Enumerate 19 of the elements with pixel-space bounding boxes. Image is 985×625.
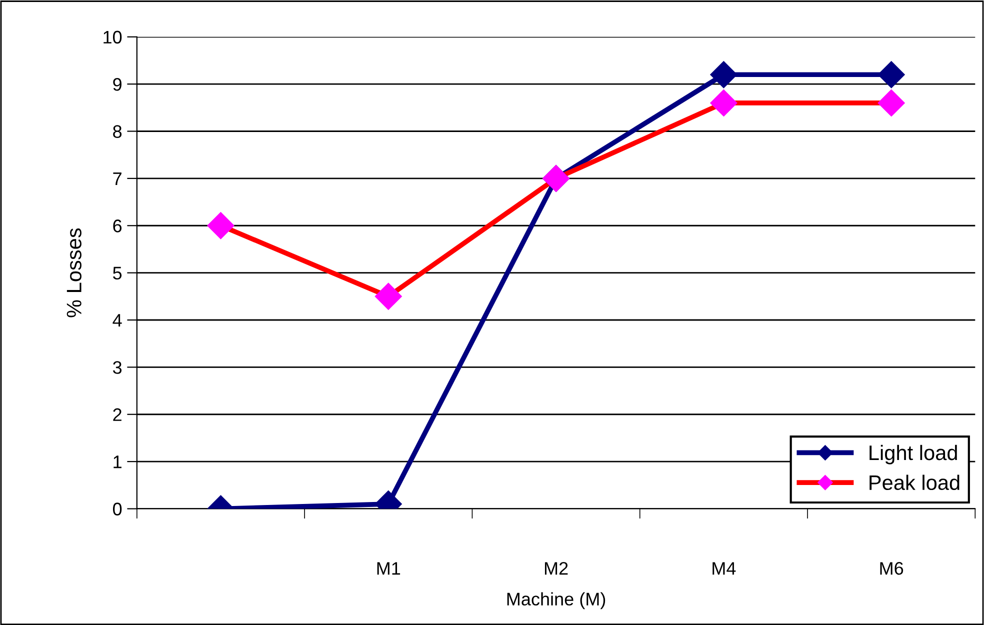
y-axis-title: % Losses [66,228,82,318]
y-tick-label: 2 [113,408,122,421]
y-tick-label: 7 [113,172,122,185]
y-tick-label: 3 [112,361,122,374]
y-tick-label: 1 [114,456,122,468]
y-tick-label: 10 [104,30,122,44]
legend-label: Peak load [870,474,960,490]
y-tick-label: 4 [112,314,122,327]
x-tick-label: M2 [544,562,568,575]
x-tick-label: M4 [712,562,736,575]
legend-label: Light load [870,444,957,464]
y-tick-label: 0 [112,502,122,516]
y-tick-label: 6 [113,220,122,232]
x-axis-title: Machine (M) [507,592,606,610]
y-tick-label: 8 [113,125,122,138]
x-tick-label: M1 [377,562,400,575]
y-tick-label: 5 [113,266,122,280]
y-tick-label: 9 [113,78,122,91]
x-tick-label: M6 [880,562,904,575]
